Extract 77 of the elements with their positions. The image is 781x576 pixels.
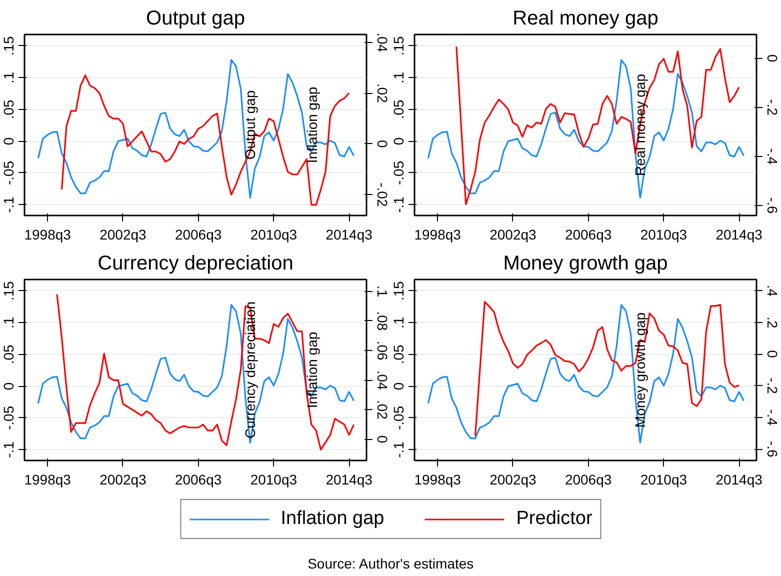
y2-tick-label: .08 [374, 311, 390, 331]
legend-label: Inflation gap [280, 508, 384, 530]
y-tick-label: .05 [0, 99, 16, 120]
x-tick-label: 2006q3 [174, 472, 222, 488]
y-tick-label: .05 [0, 344, 16, 364]
y2-tick-label: .1 [374, 286, 390, 298]
y2-tick-label: 0 [374, 140, 390, 148]
y2-tick-label: -.6 [764, 440, 780, 458]
x-tick-label: 2014q3 [326, 226, 373, 242]
x-tick-label: 2014q3 [716, 226, 763, 242]
y2-tick-label: -.2 [764, 99, 780, 116]
x-tick-label: 2014q3 [716, 472, 763, 488]
y2-axis-title: Real money gap [632, 74, 648, 176]
y2-tick-label: -.6 [764, 197, 780, 214]
y-tick-label: -.1 [0, 196, 16, 213]
x-tick-label: 2010q3 [640, 226, 688, 242]
y2-tick-label: 0 [764, 350, 780, 358]
y2-tick-label: -.02 [374, 182, 390, 207]
y2-tick-label: .02 [374, 83, 390, 104]
y2-axis-title: Currency depreciation [242, 302, 258, 438]
x-tick-label: 2002q3 [100, 472, 147, 488]
y2-tick-label: .02 [374, 400, 390, 420]
y2-axis-title: Output gap [242, 90, 258, 160]
y2-tick-label: -.4 [764, 409, 780, 426]
y-tick-label: -.05 [390, 406, 406, 430]
x-tick-label: 1998q3 [24, 472, 72, 488]
y-tick-label: -.1 [0, 441, 16, 458]
y2-tick-label: 0 [374, 435, 390, 444]
x-tick-label: 2010q3 [250, 226, 298, 242]
x-tick-label: 2014q3 [326, 472, 373, 488]
legend-label: Predictor [516, 508, 592, 530]
y2-tick-label: 0 [764, 54, 780, 62]
y-tick-label: 0 [0, 382, 16, 390]
y-tick-label: .15 [0, 36, 16, 56]
y-tick-label: .05 [390, 99, 406, 120]
y-tick-label: -.05 [0, 160, 16, 186]
y2-tick-label: -.2 [764, 378, 780, 394]
y-tick-label: .1 [390, 72, 406, 84]
x-tick-label: 1998q3 [414, 226, 462, 242]
x-tick-label: 2002q3 [490, 226, 537, 242]
y-tick-label: .15 [390, 280, 406, 301]
source-note: Source: Author's estimates [308, 556, 474, 572]
x-tick-label: 2010q3 [250, 472, 298, 488]
y-tick-label: -.05 [0, 406, 16, 430]
y-tick-label: 0 [390, 382, 406, 390]
y2-axis-title: Money growth gap [632, 312, 648, 428]
y-tick-label: 0 [0, 137, 16, 146]
y-tick-label: .1 [0, 72, 16, 84]
y2-tick-label: .2 [764, 316, 780, 328]
x-tick-label: 1998q3 [414, 472, 462, 488]
y2-tick-label: .4 [764, 284, 780, 297]
chart-title: Currency depreciation [98, 252, 294, 274]
y-tick-label: .05 [390, 344, 406, 364]
y-tick-label: .15 [390, 36, 406, 56]
chart-title: Money growth gap [503, 252, 668, 274]
y-tick-label: -.1 [390, 196, 406, 213]
y2-tick-label: -.4 [764, 148, 780, 165]
chart-title: Real money gap [512, 8, 658, 30]
x-tick-label: 2002q3 [100, 226, 147, 242]
y-tick-label: -.05 [390, 160, 406, 186]
y-tick-label: .1 [0, 316, 16, 329]
x-tick-label: 1998q3 [24, 226, 72, 242]
annotation: Inflation gap [304, 86, 320, 164]
chart-title: Output gap [146, 8, 245, 30]
x-tick-label: 2006q3 [564, 226, 612, 242]
y-tick-label: 0 [390, 137, 406, 146]
x-tick-label: 2006q3 [174, 226, 222, 242]
y-tick-label: .1 [390, 316, 406, 329]
y2-tick-label: .04 [374, 32, 390, 52]
y2-tick-label: .04 [374, 370, 390, 390]
x-tick-label: 2002q3 [490, 472, 537, 488]
x-tick-label: 2010q3 [640, 472, 688, 488]
annotation: Inflation gap [304, 332, 320, 408]
y2-tick-label: .06 [374, 340, 390, 360]
x-tick-label: 2006q3 [564, 472, 612, 488]
y-tick-label: -.1 [390, 441, 406, 458]
y-tick-label: .15 [0, 280, 16, 301]
